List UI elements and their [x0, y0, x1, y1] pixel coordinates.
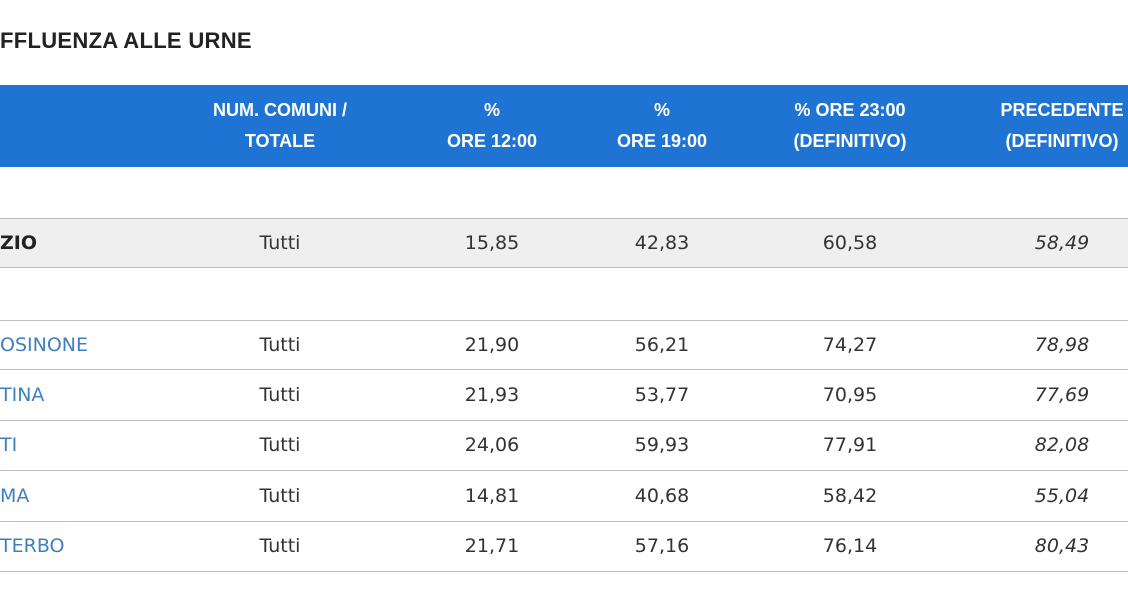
- table-cell: 55,04: [1034, 484, 1090, 507]
- table-cell: 60,58: [822, 232, 878, 254]
- table-cell: 58,42: [822, 484, 878, 507]
- header-cell: % ORE 19:00: [562, 95, 762, 157]
- table-cell: 56,21: [634, 334, 690, 356]
- province-link[interactable]: TERBO: [0, 535, 65, 557]
- table-cell: Tutti: [259, 334, 301, 356]
- region-name: ZIO: [0, 232, 37, 254]
- table-row: ZIO Tutti 15,85 42,83 60,58 58,49: [0, 218, 1128, 268]
- header-cell: NUM. COMUNI / TOTALE: [180, 95, 380, 157]
- table-header: NUM. COMUNI / TOTALE% ORE 12:00% ORE 19:00%…: [0, 85, 1128, 167]
- table-cell: 15,85: [464, 232, 520, 254]
- province-link[interactable]: OSINONE: [0, 334, 89, 356]
- header-line: ORE 19:00: [616, 131, 708, 151]
- header-line: %: [653, 100, 670, 120]
- table-cell: 70,95: [822, 383, 878, 406]
- table-cell: 24,06: [464, 434, 520, 456]
- table-cell: 58,49: [1034, 232, 1090, 254]
- header-line: (DEFINITIVO): [793, 131, 907, 151]
- province-link[interactable]: TI: [0, 434, 18, 456]
- header-line: ORE 12:00: [446, 131, 538, 151]
- table-cell: Tutti: [259, 232, 301, 254]
- page-title: FFLUENZA ALLE URNE: [0, 28, 252, 53]
- header-line: %: [483, 100, 500, 120]
- header-line: % ORE 23:00: [794, 100, 906, 120]
- table-cell: 76,14: [822, 535, 878, 557]
- table-cell: 78,98: [1034, 334, 1090, 356]
- table-cell: 42,83: [634, 232, 690, 254]
- province-link[interactable]: TINA: [0, 383, 45, 406]
- table-cell: 80,43: [1034, 535, 1090, 557]
- table-cell: 82,08: [1034, 434, 1090, 456]
- table-cell: 57,16: [634, 535, 690, 557]
- table-cell: 53,77: [634, 383, 690, 406]
- table-cell: 40,68: [634, 484, 690, 507]
- table-cell: Tutti: [259, 484, 301, 507]
- header-line: PRECEDENTE: [1000, 100, 1124, 120]
- table-cell: Tutti: [259, 434, 301, 456]
- table-cell: 21,90: [464, 334, 520, 356]
- table-row: OSINONE Tutti 21,90 56,21 74,27 78,98: [0, 320, 1128, 370]
- table-cell: Tutti: [259, 535, 301, 557]
- header-line: NUM. COMUNI /: [213, 100, 347, 120]
- table-row: MA Tutti 14,81 40,68 58,42 55,04: [0, 472, 1128, 522]
- header-cell: % ORE 23:00 (DEFINITIVO): [750, 95, 950, 157]
- table-cell: 74,27: [822, 334, 878, 356]
- table-cell: 14,81: [464, 484, 520, 507]
- table-cell: Tutti: [259, 383, 301, 406]
- table-cell: 77,69: [1034, 383, 1090, 406]
- header-cell: % ORE 12:00: [392, 95, 592, 157]
- table-cell: 21,71: [464, 535, 520, 557]
- table-row: TI Tutti 24,06 59,93 77,91 82,08: [0, 421, 1128, 471]
- table-row: TINA Tutti 21,93 53,77 70,95 77,69: [0, 371, 1128, 421]
- header-line: (DEFINITIVO): [1005, 131, 1119, 151]
- header-cell: PRECEDENTE (DEFINITIVO): [962, 95, 1128, 157]
- province-link[interactable]: MA: [0, 484, 30, 507]
- table-cell: 77,91: [822, 434, 878, 456]
- table-cell: 59,93: [634, 434, 690, 456]
- table-cell: 21,93: [464, 383, 520, 406]
- header-line: TOTALE: [244, 131, 316, 151]
- table-row: TERBO Tutti 21,71 57,16 76,14 80,43: [0, 522, 1128, 572]
